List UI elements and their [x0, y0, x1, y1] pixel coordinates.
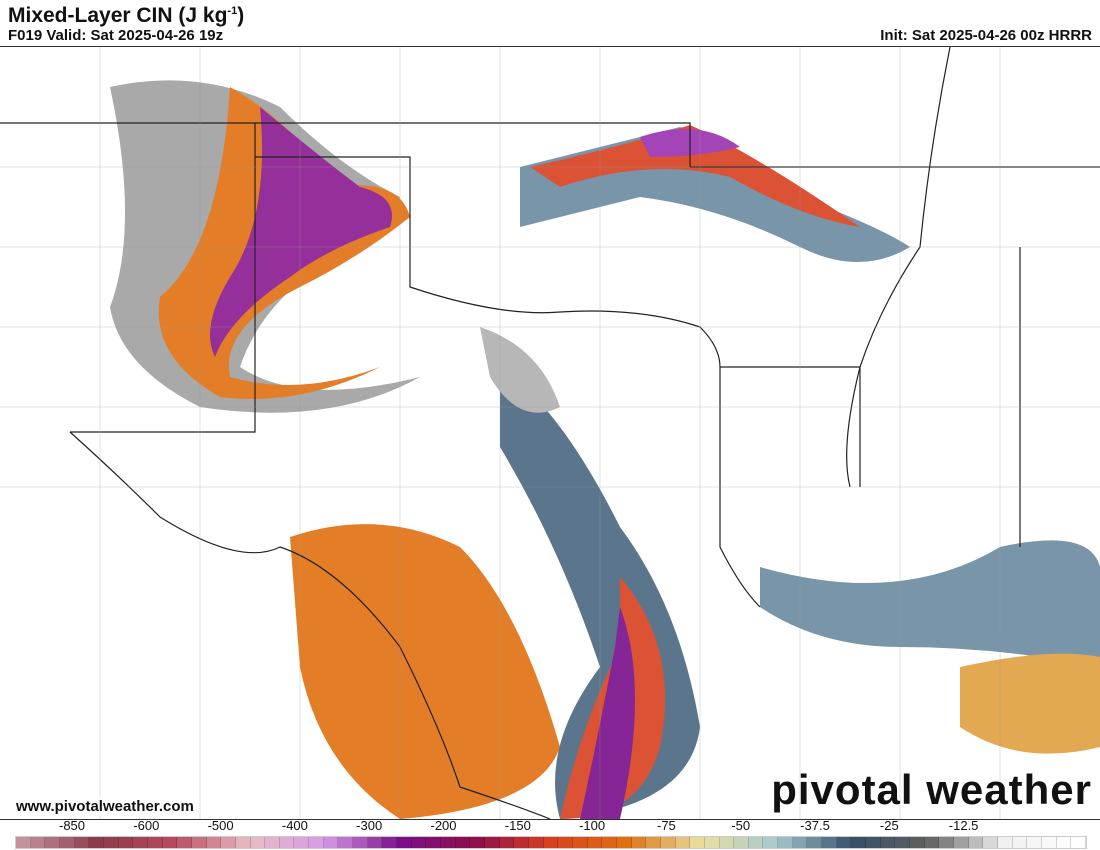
valid-time: F019 Valid: Sat 2025-04-26 19z [8, 27, 224, 44]
colorbar-label: -150 [504, 818, 531, 833]
colorbar-swatch [30, 837, 46, 848]
colorbar-swatch [880, 837, 896, 848]
colorbar-swatch [59, 837, 75, 848]
colorbar-swatch [558, 837, 573, 848]
colorbar-label: -25 [879, 818, 899, 833]
colorbar-label: -200 [430, 818, 457, 833]
colorbar-label: -850 [58, 818, 86, 833]
colorbar-swatch [968, 837, 984, 848]
colorbar-swatch [997, 837, 1013, 848]
colorbar-swatch [323, 837, 339, 848]
colorbar-swatch [455, 837, 471, 848]
colorbar-swatch [1027, 837, 1042, 848]
colorbar-swatch [734, 837, 749, 848]
colorbar-swatch [191, 837, 207, 848]
colorbar-swatch [162, 837, 178, 848]
colorbar-swatch [411, 837, 427, 848]
colorbar-swatch [895, 837, 911, 848]
colorbar-label: -50 [731, 818, 751, 833]
colorbar-swatch [1012, 837, 1028, 848]
colorbar-swatch [1071, 837, 1086, 848]
colorbar-swatch [382, 837, 398, 848]
colorbar-swatch [954, 837, 969, 848]
colorbar-label: -12.5 [948, 818, 979, 833]
cin-map [0, 46, 1100, 820]
colorbar-swatch [602, 837, 617, 848]
colorbar-swatch [499, 837, 515, 848]
colorbar-label: -500 [207, 818, 234, 833]
colorbar-label: -37.5 [800, 818, 830, 833]
colorbar-swatch [367, 837, 383, 848]
colorbar-swatch [338, 837, 354, 848]
colorbar-swatch [690, 837, 705, 848]
colorbar-swatch [470, 837, 485, 848]
colorbar-swatch [924, 837, 940, 848]
source-url: www.pivotalweather.com [14, 798, 196, 815]
colorbar-swatch [1041, 837, 1057, 848]
colorbar-swatch [221, 837, 236, 848]
colorbar-swatch [485, 837, 500, 848]
cin-field [110, 80, 1100, 819]
colorbar-swatch [309, 837, 324, 848]
colorbar-swatch [866, 837, 881, 848]
colorbar-swatch [792, 837, 808, 848]
colorbar-swatch [983, 837, 998, 848]
title-end: ) [237, 4, 245, 27]
colorbar-swatch [763, 837, 779, 848]
colorbar-swatch [16, 837, 31, 848]
colorbar-swatch [265, 837, 280, 848]
colorbar [15, 836, 1087, 849]
map-title: Mixed-Layer CIN (J kg-1) [8, 4, 244, 28]
colorbar-swatch [45, 837, 60, 848]
county-borders [0, 47, 1100, 819]
colorbar-swatch [250, 837, 266, 848]
colorbar-swatch [778, 837, 793, 848]
colorbar-swatch [177, 837, 192, 848]
colorbar-swatch [206, 837, 222, 848]
colorbar-swatch [851, 837, 867, 848]
colorbar-swatch [147, 837, 163, 848]
colorbar-swatch [426, 837, 442, 848]
colorbar-swatch [719, 837, 735, 848]
colorbar-swatch [1056, 837, 1072, 848]
colorbar-swatch [294, 837, 310, 848]
colorbar-swatch [587, 837, 603, 848]
title-text: Mixed-Layer CIN (J kg [8, 4, 228, 27]
colorbar-swatch [397, 837, 412, 848]
colorbar-swatch [646, 837, 661, 848]
colorbar-swatch [704, 837, 720, 848]
colorbar-swatch [939, 837, 954, 848]
colorbar-label: -300 [356, 818, 383, 833]
colorbar-swatch [836, 837, 852, 848]
title-superscript: -1 [227, 5, 238, 17]
colorbar-label: -600 [133, 818, 160, 833]
colorbar-swatch [89, 837, 104, 848]
colorbar-swatch [441, 837, 456, 848]
colorbar-swatch [514, 837, 529, 848]
init-time: Init: Sat 2025-04-26 00z HRRR [880, 27, 1092, 44]
colorbar-swatch [822, 837, 837, 848]
colorbar-swatch [279, 837, 295, 848]
colorbar-swatch [616, 837, 632, 848]
pivotal-weather-logo: pivotal weather [771, 766, 1092, 813]
colorbar-label: -400 [281, 818, 308, 833]
colorbar-label: -100 [579, 818, 606, 833]
colorbar-swatch [103, 837, 119, 848]
colorbar-swatch [353, 837, 368, 848]
colorbar-swatch [528, 837, 544, 848]
colorbar-label: -75 [656, 818, 676, 833]
colorbar-swatch [118, 837, 134, 848]
colorbar-swatch [631, 837, 647, 848]
colorbar-swatch [807, 837, 823, 848]
colorbar-swatch [543, 837, 559, 848]
colorbar-swatch [74, 837, 90, 848]
colorbar-swatch [910, 837, 925, 848]
colorbar-swatch [748, 837, 764, 848]
colorbar-swatch [572, 837, 588, 848]
colorbar-swatch [133, 837, 148, 848]
colorbar-swatch [675, 837, 691, 848]
colorbar-swatch [235, 837, 251, 848]
colorbar-swatch [660, 837, 676, 848]
